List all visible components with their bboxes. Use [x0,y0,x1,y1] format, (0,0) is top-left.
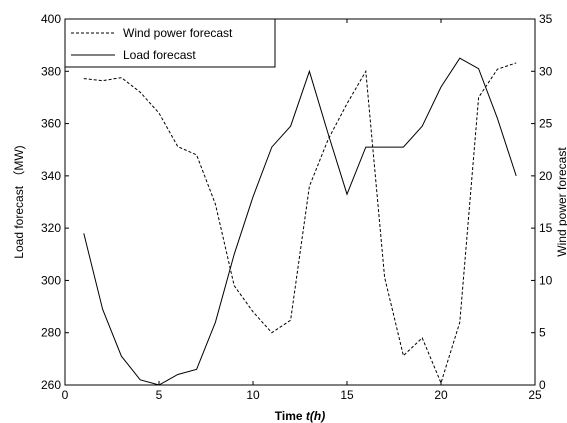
x-tick-label-1: 5 [156,388,163,402]
left-y-tick-label-4: 340 [41,169,61,183]
left-y-tick-label-5: 360 [41,117,61,131]
legend-label-load: Load forecast [123,48,196,62]
x-tick-label-0: 0 [62,388,69,402]
left-y-tick-label-1: 280 [41,326,61,340]
right-y-tick-label-4: 20 [539,169,553,183]
right-y-tick-label-7: 35 [539,12,553,26]
x-axis-title-unit: t(h) [306,409,325,423]
plot-frame [64,18,536,386]
right-y-axis-ticks: 0 5 10 15 20 25 30 35 [531,12,553,392]
x-axis-ticks: 0 5 10 15 20 25 [62,19,542,402]
right-y-tick-label-1: 5 [539,326,546,340]
legend: Wind power forecast Load forecast [64,18,276,68]
legend-label-wind-power: Wind power forecast [123,26,233,40]
x-axis-title-prefix: Time [275,409,306,423]
series-line-0 [83,62,517,385]
x-tick-label-3: 15 [340,388,354,402]
plot-lines [83,57,517,386]
left-y-tick-label-2: 300 [41,273,61,287]
x-tick-label-2: 10 [246,388,260,402]
x-tick-label-5: 25 [528,388,542,402]
left-y-tick-label-7: 400 [41,12,61,26]
left-y-tick-label-6: 380 [41,64,61,78]
left-y-tick-label-0: 260 [41,378,61,392]
x-axis-title: Time t(h) [275,409,325,423]
x-tick-label-4: 20 [434,388,448,402]
right-y-tick-label-2: 10 [539,273,553,287]
left-y-tick-label-3: 320 [41,221,61,235]
right-y-tick-label-3: 15 [539,221,553,235]
left-y-axis-ticks: 260 280 300 320 340 360 380 400 [41,12,69,392]
right-y-tick-label-6: 30 [539,64,553,78]
right-y-tick-label-5: 25 [539,117,553,131]
right-y-tick-label-0: 0 [539,378,546,392]
left-y-axis-title: Load forecast （MW) [12,145,26,258]
legend-box [64,18,276,68]
right-y-axis-title: Wind power forecast [555,147,567,257]
series-line-1 [83,57,517,386]
